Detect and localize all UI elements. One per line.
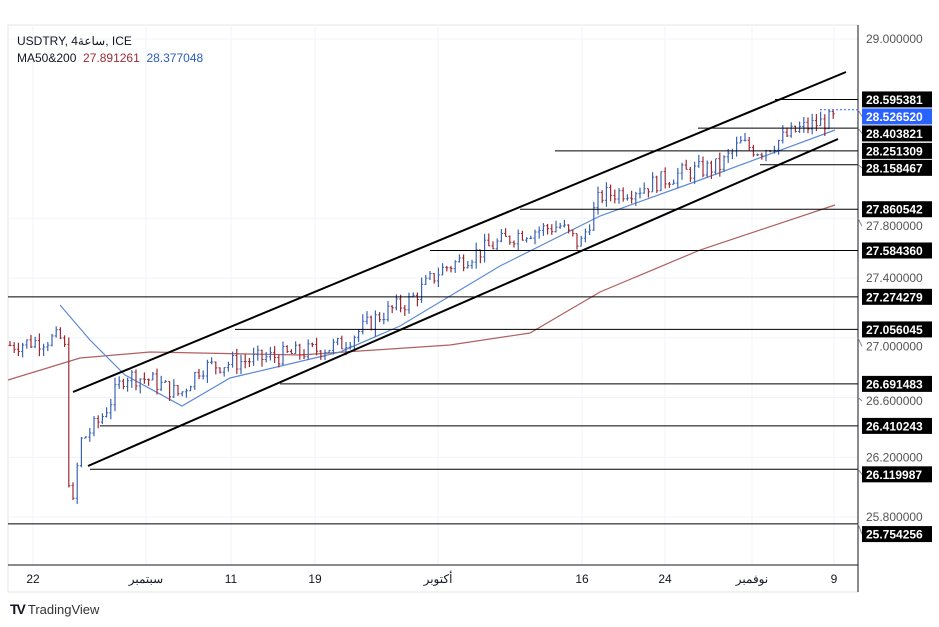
label-connector	[857, 127, 863, 134]
y-tick-label: 26.200000	[866, 450, 923, 464]
level-label-box	[862, 526, 932, 543]
current-price-label: 28.526520	[866, 110, 923, 124]
label-connector	[857, 397, 863, 402]
level-label-box	[862, 417, 932, 434]
level-label: 28.251309	[866, 144, 923, 158]
level-label: 26.691483	[866, 377, 923, 391]
x-tick-label: سبتمبر	[128, 572, 163, 586]
level-label: 26.119987	[866, 468, 922, 482]
level-label-box	[862, 91, 932, 108]
label-connector	[857, 164, 863, 169]
level-label-box	[862, 242, 932, 259]
x-tick-label: أكتوبر	[423, 571, 453, 586]
ma200-line	[7, 204, 836, 381]
level-label: 28.158467	[866, 161, 923, 175]
level-label-box	[862, 321, 932, 338]
y-tick-label: 27.400000	[866, 271, 923, 285]
y-tick-label: 27.000000	[866, 339, 923, 353]
level-label-box	[862, 201, 932, 218]
x-tick-label: 11	[225, 572, 238, 586]
label-connector	[857, 523, 863, 535]
x-tick-label: 22	[26, 572, 40, 586]
level-label: 28.595381	[866, 93, 923, 107]
tradingview-logo-icon: TV	[10, 601, 26, 617]
level-label-box	[862, 288, 932, 305]
candles	[8, 109, 835, 504]
level-label-box	[862, 375, 932, 392]
level-label-box	[862, 466, 932, 483]
upper-channel-line	[72, 71, 847, 393]
current-price-box	[862, 108, 932, 125]
ma50-line	[59, 129, 836, 407]
level-label: 27.584360	[866, 244, 923, 258]
level-label: 27.274279	[866, 290, 923, 304]
label-connector	[857, 468, 863, 475]
level-label-box	[862, 142, 932, 159]
x-tick-label: 16	[575, 572, 589, 586]
y-tick-label: 27.800000	[866, 219, 923, 233]
lower-channel-line	[87, 138, 839, 467]
level-label-box	[862, 125, 932, 142]
x-tick-label: 9	[831, 572, 838, 586]
y-tick-label: 26.600000	[866, 394, 923, 408]
level-label: 25.754256	[866, 528, 923, 542]
symbol-title: USDTRY, 4ساعة, ICE	[17, 34, 132, 48]
level-label: 27.860542	[866, 203, 923, 217]
label-connector	[857, 218, 863, 227]
ma200-value: 28.377048	[146, 51, 204, 65]
tradingview-logo[interactable]: TV TradingView	[10, 601, 99, 617]
level-label: 26.410243	[866, 419, 923, 433]
level-label: 28.403821	[866, 127, 923, 141]
ma-label: MA50&200	[17, 51, 77, 65]
level-label-box	[862, 159, 932, 176]
label-connector	[857, 109, 863, 117]
label-connector	[857, 337, 863, 347]
plot-frame	[7, 24, 859, 593]
x-tick-label: نوفمبر	[735, 572, 768, 586]
ma-legend: MA50&200 27.891261 28.377048	[17, 51, 203, 65]
ma50-value: 27.891261	[83, 51, 140, 65]
x-tick-label: 19	[308, 572, 322, 586]
y-tick-label: 29.000000	[866, 32, 923, 46]
brand-label: TradingView	[27, 601, 100, 617]
y-tick-label: 25.800000	[866, 510, 923, 524]
x-tick-label: 24	[658, 572, 672, 586]
level-label: 27.056045	[866, 323, 923, 337]
